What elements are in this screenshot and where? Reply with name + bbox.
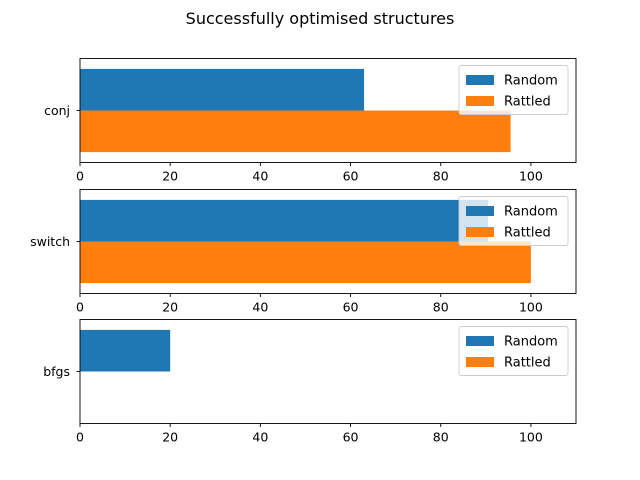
legend: Random Rattled xyxy=(458,65,569,115)
legend-label-rattled: Rattled xyxy=(504,356,551,371)
x-tick-label: 100 xyxy=(519,169,543,184)
x-tick-label: 40 xyxy=(252,169,268,184)
x-tick-label: 80 xyxy=(433,169,449,184)
legend-label-random: Random xyxy=(504,74,558,89)
x-tick-label: 0 xyxy=(76,169,84,184)
legend-label-rattled: Rattled xyxy=(504,95,551,110)
y-tick-label: conj xyxy=(44,103,70,118)
figure-title: Successfully optimised structures xyxy=(186,9,455,28)
legend: Random Rattled xyxy=(458,326,569,376)
bar-conj-random xyxy=(80,68,365,111)
x-tick-label: 60 xyxy=(343,300,359,315)
bar-switch-rattled xyxy=(80,241,531,284)
legend-swatch-random xyxy=(466,336,494,346)
x-tick-label: 80 xyxy=(433,300,449,315)
subplot-2: bfgs 0 20 40 60 80 100 Random Rattled xyxy=(43,319,577,445)
x-tick-label: 0 xyxy=(76,430,84,445)
y-tick-label: switch xyxy=(30,234,70,249)
subplot-1: switch 0 20 40 60 80 100 Random Rattled xyxy=(30,189,577,315)
x-tick-label: 20 xyxy=(162,169,178,184)
legend-swatch-random xyxy=(466,75,494,85)
bar-bfgs-random xyxy=(80,329,171,372)
x-tick-label: 40 xyxy=(252,430,268,445)
legend: Random Rattled xyxy=(458,196,569,246)
subplot-panels: conj 0 20 40 60 80 100 Random Rattled switch 0 20 40… xyxy=(30,58,577,445)
x-tick-label: 60 xyxy=(343,430,359,445)
bar-switch-random xyxy=(80,199,489,242)
legend-swatch-rattled xyxy=(466,227,494,237)
y-tick-label: bfgs xyxy=(43,364,70,379)
legend-swatch-rattled xyxy=(466,357,494,367)
x-tick-label: 100 xyxy=(519,300,543,315)
x-tick-label: 60 xyxy=(343,169,359,184)
subplot-0: conj 0 20 40 60 80 100 Random Rattled xyxy=(44,58,577,184)
x-tick-label: 100 xyxy=(519,430,543,445)
x-tick-label: 20 xyxy=(162,430,178,445)
x-tick-label: 40 xyxy=(252,300,268,315)
legend-swatch-rattled xyxy=(466,96,494,106)
legend-swatch-random xyxy=(466,206,494,216)
legend-label-random: Random xyxy=(504,335,558,350)
legend-label-random: Random xyxy=(504,205,558,220)
bar-conj-rattled xyxy=(80,110,511,153)
x-tick-label: 20 xyxy=(162,300,178,315)
x-tick-label: 0 xyxy=(76,300,84,315)
legend-label-rattled: Rattled xyxy=(504,226,551,241)
x-tick-label: 80 xyxy=(433,430,449,445)
